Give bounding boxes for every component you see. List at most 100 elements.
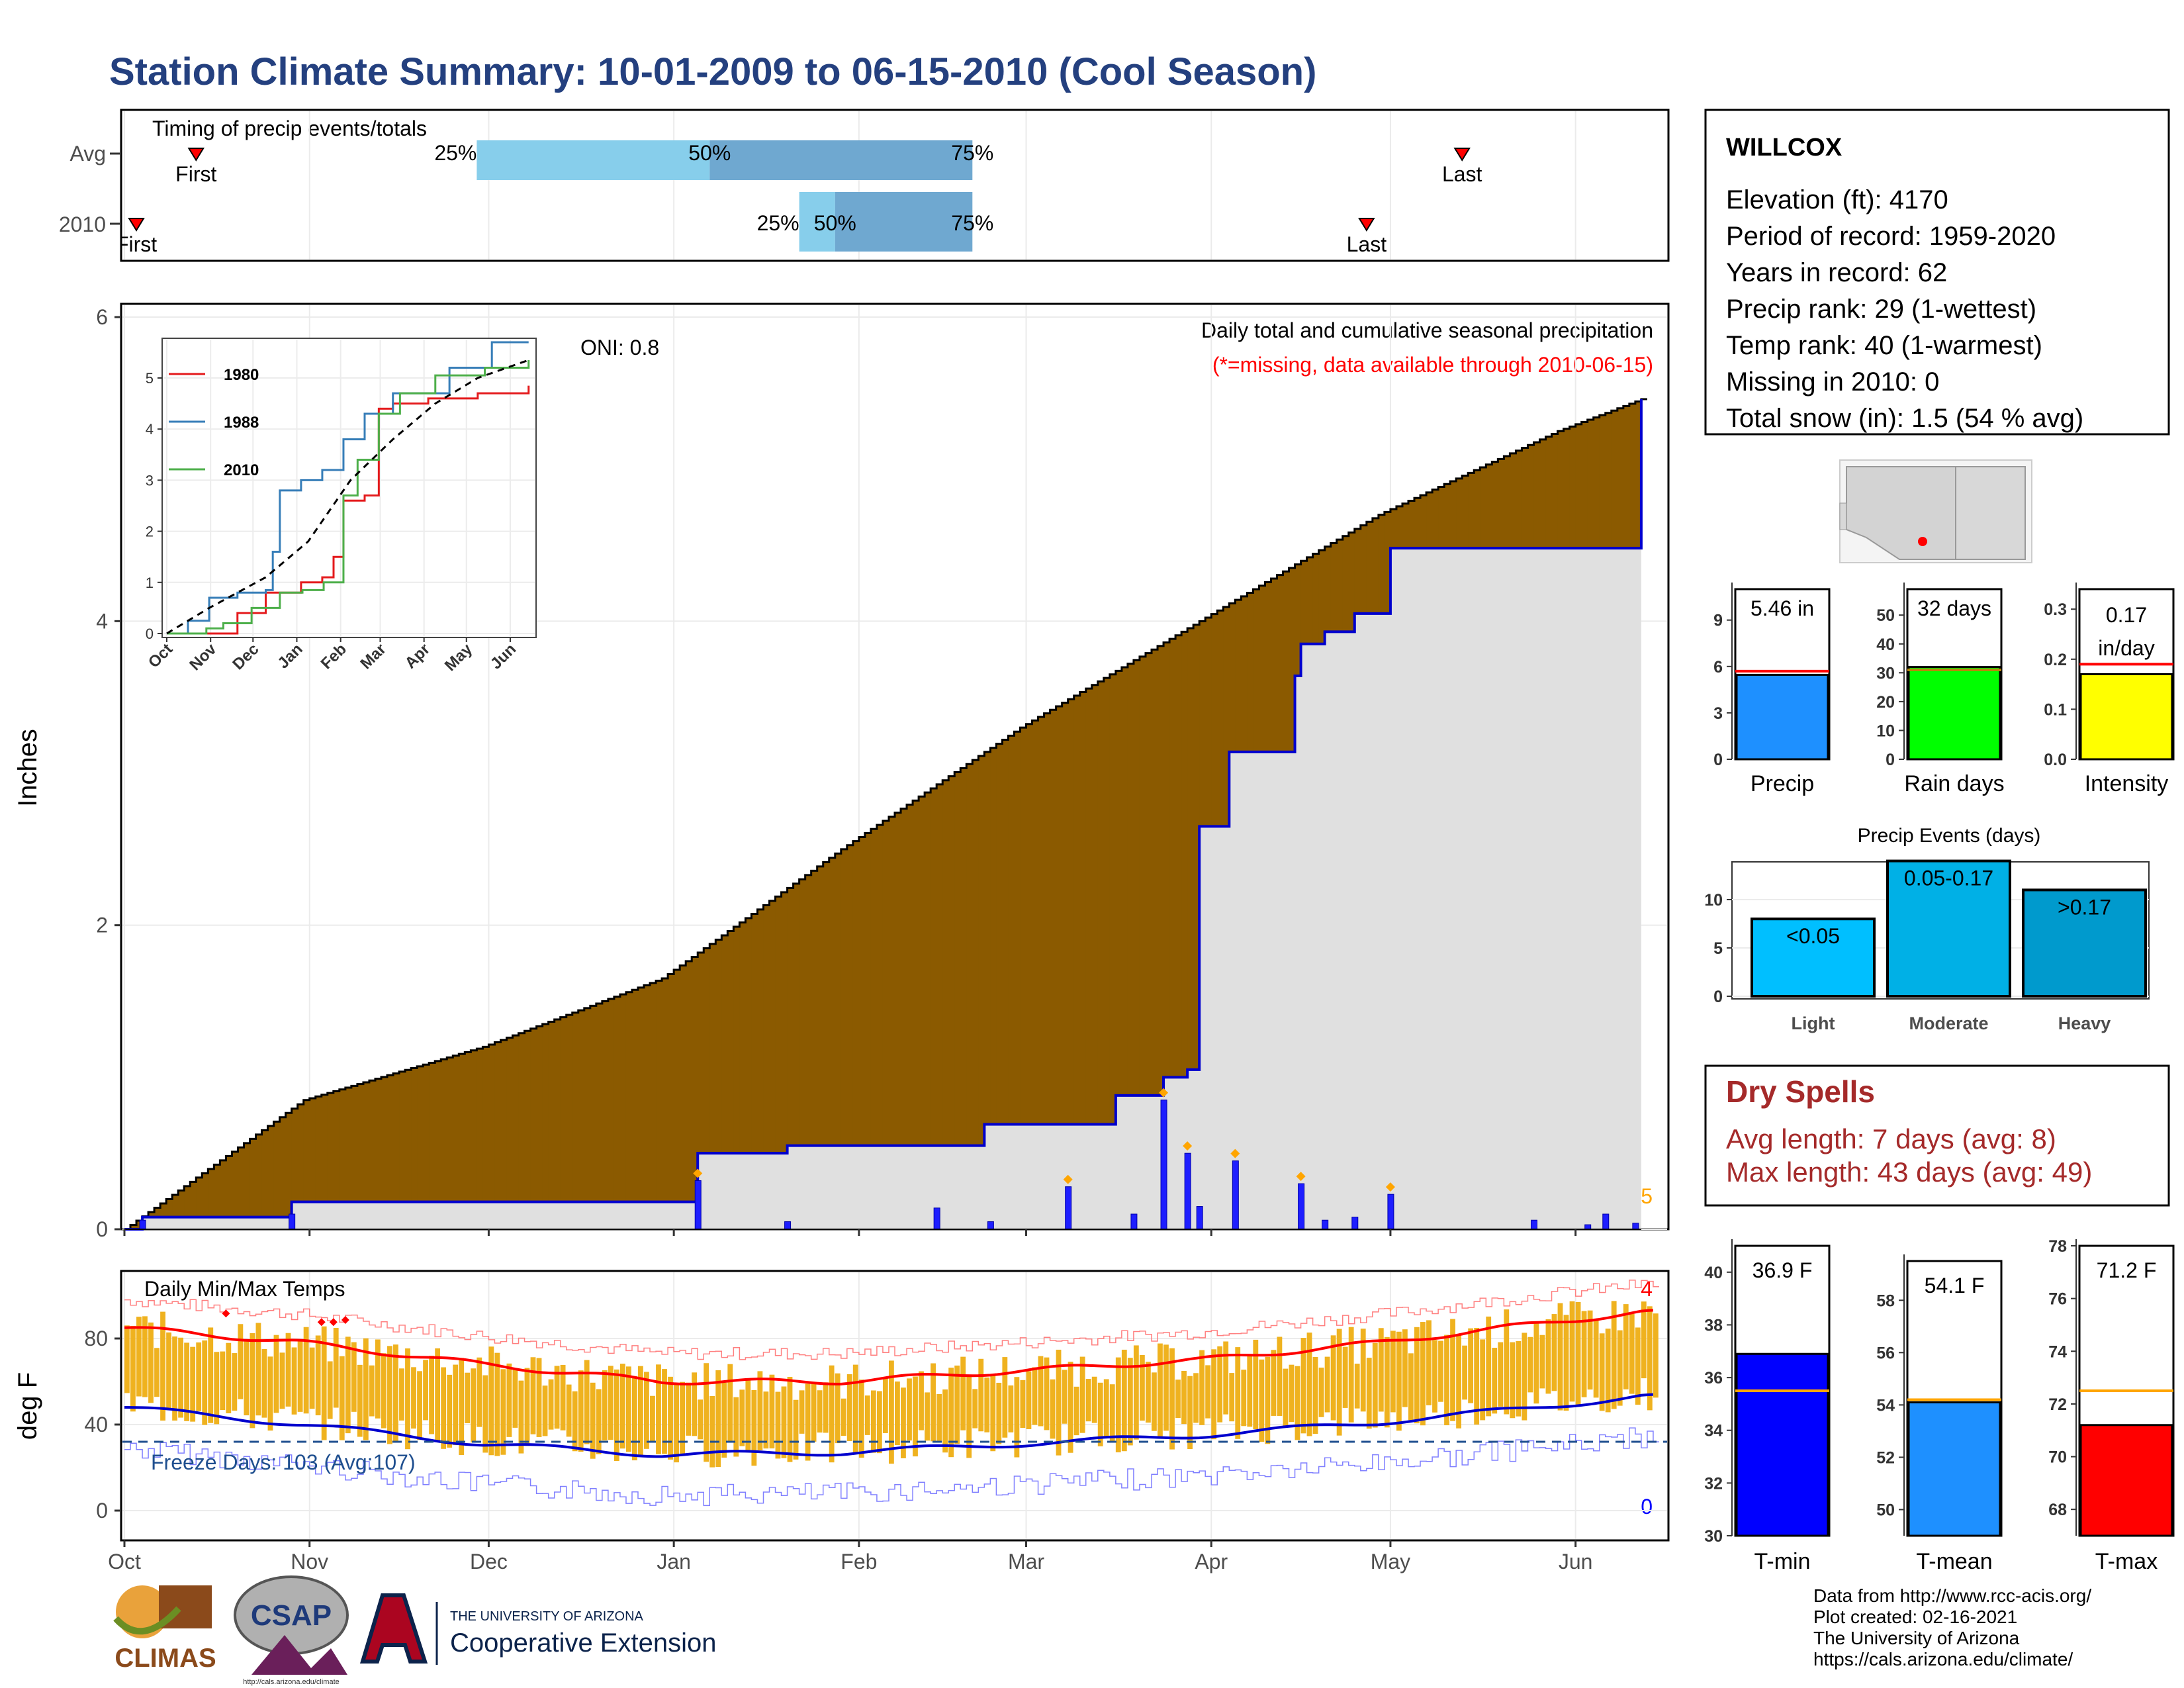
daily-temp-bar <box>811 1382 817 1442</box>
daily-temp-bar <box>1533 1323 1539 1404</box>
daily-temp-bar <box>1641 1301 1647 1379</box>
deficit-area <box>1563 428 1570 549</box>
daily-temp-bar <box>1330 1335 1336 1421</box>
deficit-area <box>566 1015 573 1202</box>
daily-temp-bar <box>1205 1365 1211 1419</box>
daily-temp-bar <box>1073 1386 1079 1436</box>
timing-first-label: First <box>175 162 216 186</box>
precip-events-chart: Precip Events (days) 0 5 10 <0.05 Light 0.05-… <box>1704 825 2150 1033</box>
daily-temp-bar <box>459 1358 465 1455</box>
deficit-area <box>309 1098 316 1202</box>
events-y-tick-label: 10 <box>1704 891 1723 910</box>
deficit-area <box>978 755 985 1146</box>
deficit-area <box>751 914 758 1154</box>
daily-temp-bar <box>357 1364 363 1437</box>
daily-temp-bar <box>524 1368 530 1446</box>
deficit-area <box>811 870 818 1146</box>
deficit-area <box>1575 424 1582 549</box>
deficit-area <box>1462 475 1469 549</box>
daily-temp-bar <box>375 1339 381 1419</box>
deficit-area <box>273 1121 281 1217</box>
daily-temp-bar <box>787 1377 793 1462</box>
deficit-area <box>1551 434 1559 549</box>
deficit-area <box>327 1093 334 1202</box>
temp-ylabel: deg F <box>13 1372 42 1440</box>
daily-temp-bar <box>1426 1320 1432 1405</box>
deficit-area <box>769 900 776 1154</box>
daily-temp-bar <box>142 1316 148 1397</box>
timing-first-marker <box>128 218 145 232</box>
min-record-count: 0 <box>1641 1495 1653 1519</box>
deficit-area <box>1438 487 1445 549</box>
daily-temp-bar <box>1516 1340 1522 1417</box>
daily-temp-bar <box>1002 1357 1008 1438</box>
daily-temp-bar <box>978 1358 984 1432</box>
month-tick-label: Oct <box>108 1550 141 1573</box>
deficit-area <box>739 922 747 1154</box>
daily-temp-bar <box>680 1382 685 1454</box>
daily-temp-bar <box>1300 1338 1306 1434</box>
daily-temp-bar <box>1420 1322 1426 1426</box>
daily-temp-bar <box>829 1365 835 1463</box>
deficit-area <box>172 1194 179 1217</box>
tempbar-y-tick-label: 38 <box>1704 1316 1723 1335</box>
daily-record-marker <box>1230 1149 1240 1158</box>
summary-y-tick-label: 9 <box>1713 612 1723 630</box>
daily-temp-bar <box>339 1356 345 1440</box>
timing-label: Timing of precip events/totals <box>152 117 427 140</box>
timing-first-label: First <box>116 232 157 256</box>
daily-temp-bar <box>1139 1354 1145 1421</box>
precip-y-tick-label: 6 <box>96 305 108 329</box>
deficit-area <box>692 957 698 1202</box>
daily-temp-bar <box>1360 1329 1366 1412</box>
tempbar-y-tick-label: 74 <box>2048 1342 2067 1361</box>
tempbar-y-tick-label: 34 <box>1704 1422 1723 1440</box>
daily-temp-bar <box>841 1398 846 1436</box>
deficit-area <box>363 1082 370 1202</box>
deficit-area <box>315 1096 322 1202</box>
daily-temp-bar <box>1199 1350 1205 1425</box>
deficit-area <box>1414 498 1421 549</box>
daily-precip-bar <box>933 1207 940 1230</box>
timing-bar-50-75 <box>835 192 973 252</box>
daily-temp-bar <box>1504 1309 1510 1415</box>
daily-temp-bar <box>441 1367 447 1449</box>
daily-temp-bar <box>1384 1336 1390 1428</box>
daily-temp-bar <box>1593 1318 1599 1398</box>
deficit-area <box>303 1100 310 1202</box>
daily-temp-bar <box>727 1364 733 1442</box>
daily-temp-bar <box>662 1369 667 1454</box>
deficit-area <box>590 1006 597 1202</box>
deficit-area <box>721 935 728 1154</box>
timing-q50-label: 50% <box>688 141 731 165</box>
daily-temp-bar <box>554 1366 560 1429</box>
events-category-label: Heavy <box>2058 1013 2111 1033</box>
daily-temp-bar <box>1390 1331 1396 1413</box>
daily-temp-bar <box>1563 1315 1569 1411</box>
dry-spells-title: Dry Spells <box>1726 1074 1875 1109</box>
daily-temp-bar <box>584 1360 590 1444</box>
daily-precip-bar <box>1584 1224 1592 1230</box>
daily-temp-bar <box>1522 1333 1527 1421</box>
deficit-area <box>1265 582 1272 752</box>
deficit-area <box>1306 557 1314 644</box>
deficit-area <box>291 1108 298 1202</box>
deficit-area <box>453 1055 459 1202</box>
daily-temp-bar <box>1378 1328 1384 1412</box>
daily-temp-bar <box>220 1351 226 1411</box>
deficit-area <box>279 1117 287 1217</box>
daily-temp-bar <box>1020 1380 1026 1429</box>
daily-temp-bar <box>1557 1303 1563 1411</box>
credit-line: The University of Arizona <box>1813 1628 2020 1648</box>
deficit-area <box>1050 710 1057 1125</box>
credits: Data from http://www.rcc-acis.org/ Plot … <box>1813 1585 2091 1669</box>
deficit-area <box>1456 478 1463 549</box>
deficit-area <box>1366 522 1373 614</box>
summary-bar-label: Intensity <box>2085 771 2169 796</box>
daily-temp-bar <box>1456 1334 1462 1429</box>
deficit-area <box>823 862 830 1146</box>
deficit-area <box>226 1156 233 1217</box>
daily-temp-bar <box>823 1382 829 1433</box>
deficit-area <box>459 1054 465 1202</box>
deficit-area <box>1587 420 1594 549</box>
